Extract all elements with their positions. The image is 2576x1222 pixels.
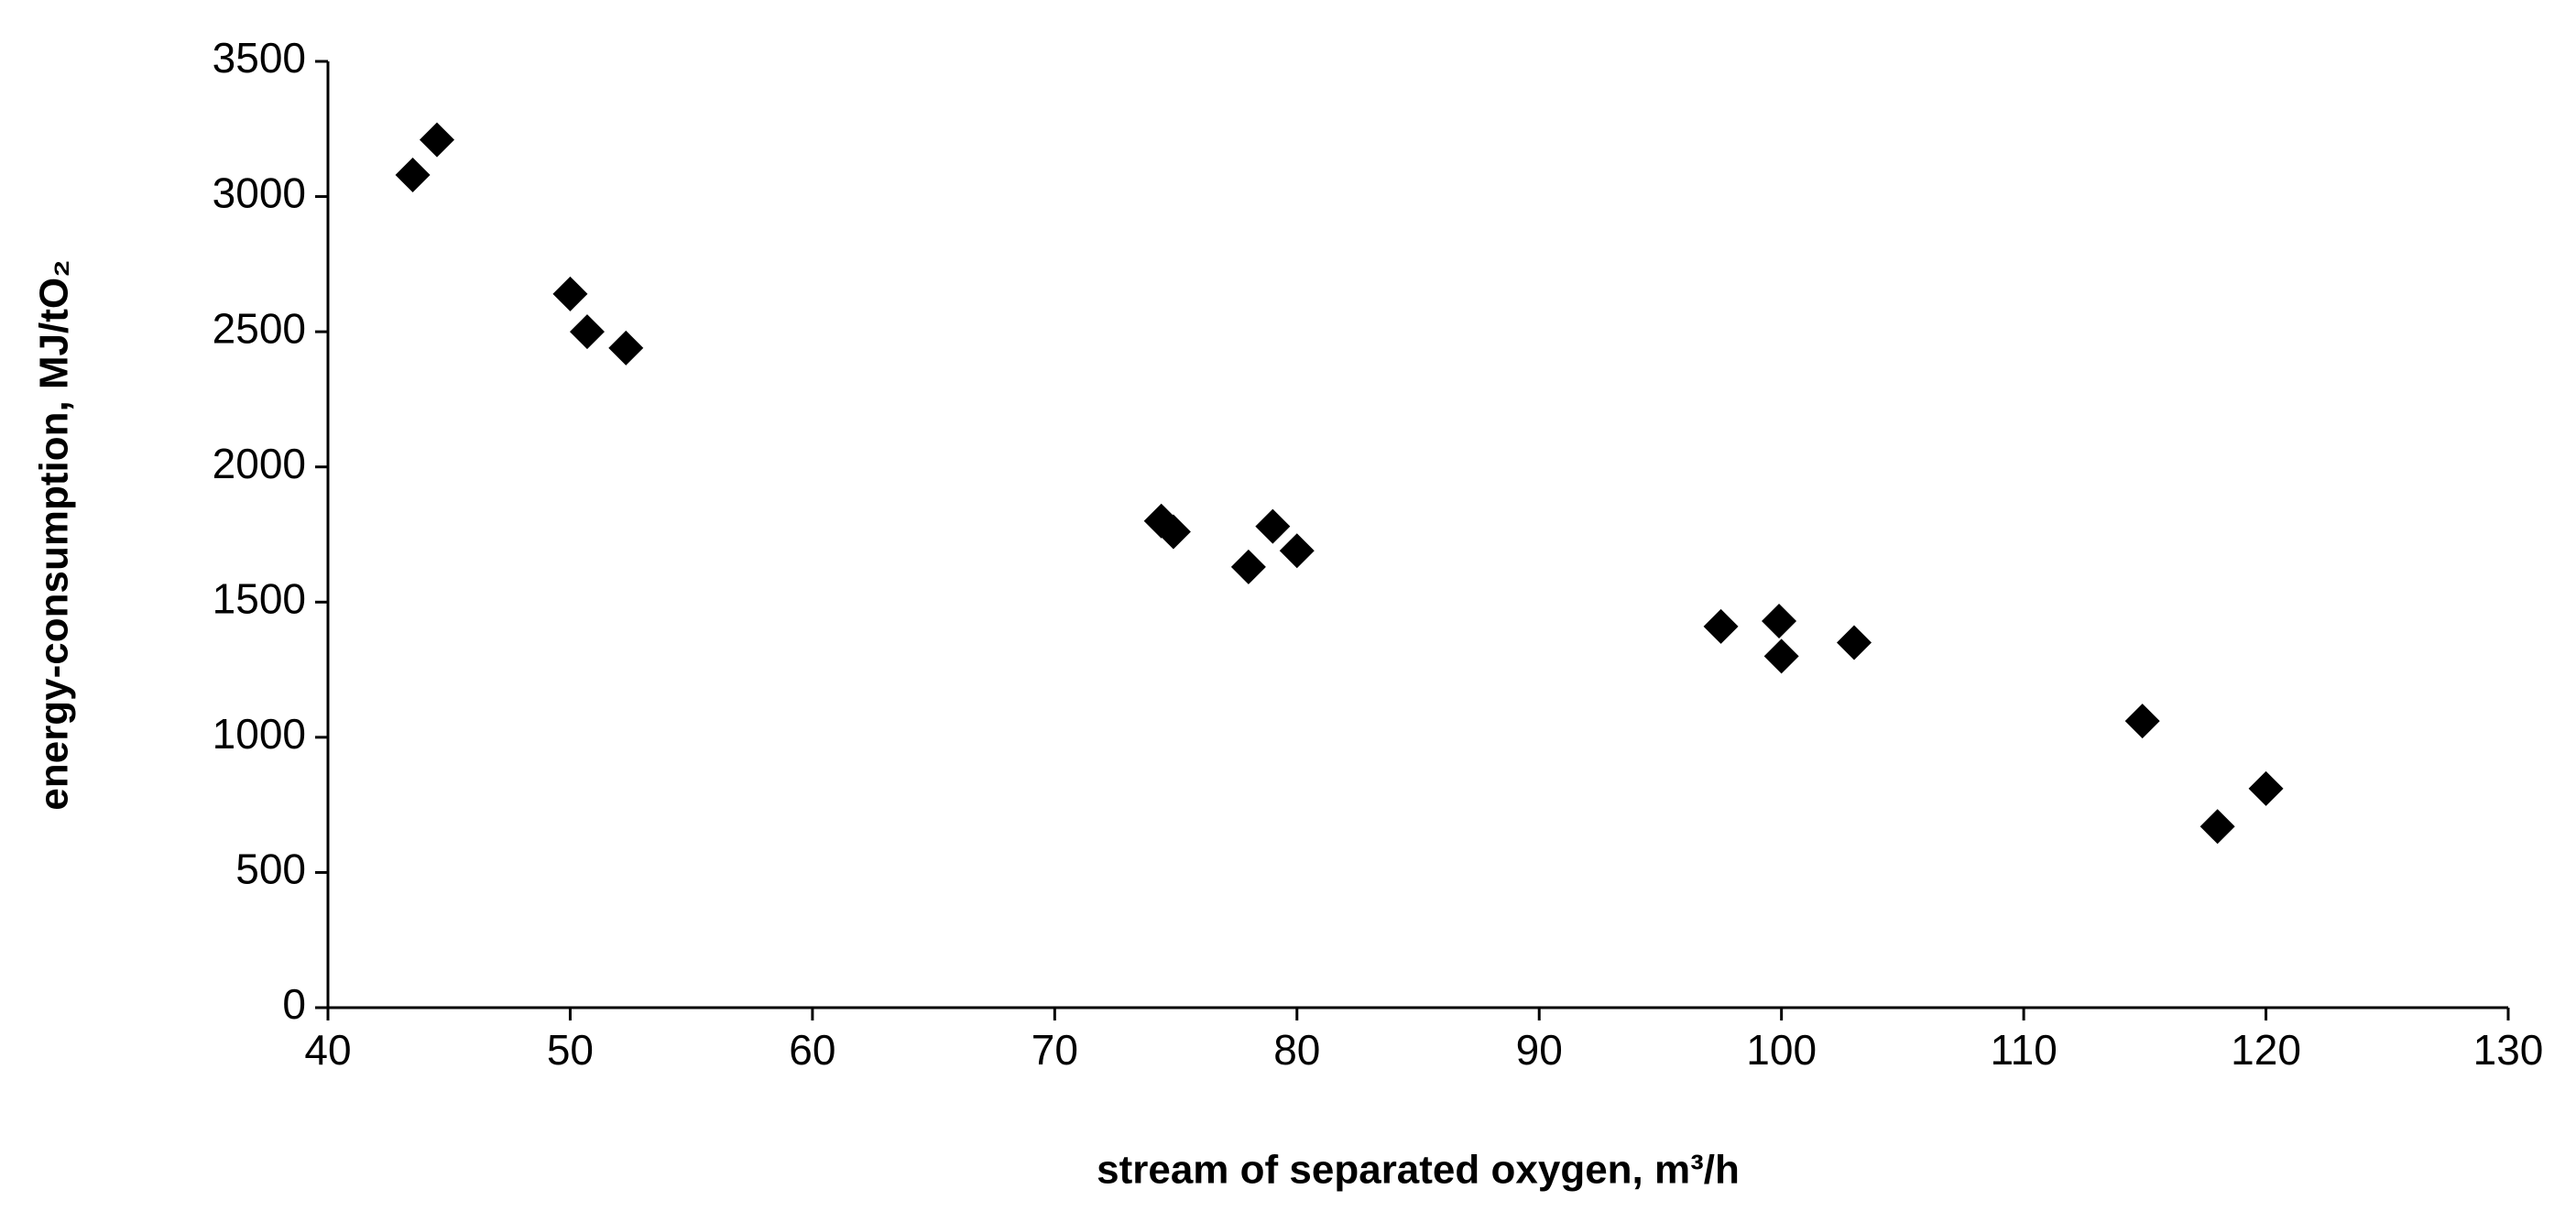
point [1230, 549, 1266, 584]
x-tick-label: 40 [304, 1026, 351, 1074]
x-tick-label: 120 [2231, 1026, 2301, 1074]
point [2124, 704, 2160, 739]
x-tick-label: 90 [1516, 1026, 1563, 1074]
y-tick-label: 1000 [213, 710, 306, 758]
y-tick-label: 3500 [213, 34, 306, 82]
point [1255, 508, 1291, 544]
point [420, 122, 454, 158]
point [2199, 809, 2235, 845]
point [1837, 625, 1872, 660]
point [2248, 770, 2284, 806]
point [1155, 514, 1191, 550]
y-tick-label: 500 [235, 846, 306, 893]
point [569, 314, 605, 350]
y-tick-label: 0 [282, 980, 306, 1028]
x-tick-label: 110 [1990, 1026, 2057, 1074]
y-tick-label: 2000 [213, 440, 306, 487]
point [1279, 533, 1315, 569]
point [608, 330, 644, 366]
point [1763, 638, 1799, 674]
point [1703, 608, 1739, 644]
y-tick-label: 3000 [213, 169, 306, 217]
x-tick-label: 130 [2473, 1026, 2544, 1074]
x-tick-label: 50 [547, 1026, 594, 1074]
x-tick-label: 70 [1031, 1026, 1078, 1074]
point [395, 157, 431, 192]
y-axis-title: energy-consumption, MJ/tO₂ [32, 259, 77, 810]
x-tick-label: 60 [789, 1026, 835, 1074]
x-axis-title: stream of separated oxygen, m³/h [1097, 1148, 1740, 1193]
point [552, 276, 588, 311]
x-tick-label: 100 [1746, 1026, 1817, 1074]
y-tick-label: 2500 [213, 304, 306, 352]
point [1762, 603, 1797, 638]
x-tick-label: 80 [1273, 1026, 1320, 1074]
y-tick-label: 1500 [213, 574, 306, 622]
